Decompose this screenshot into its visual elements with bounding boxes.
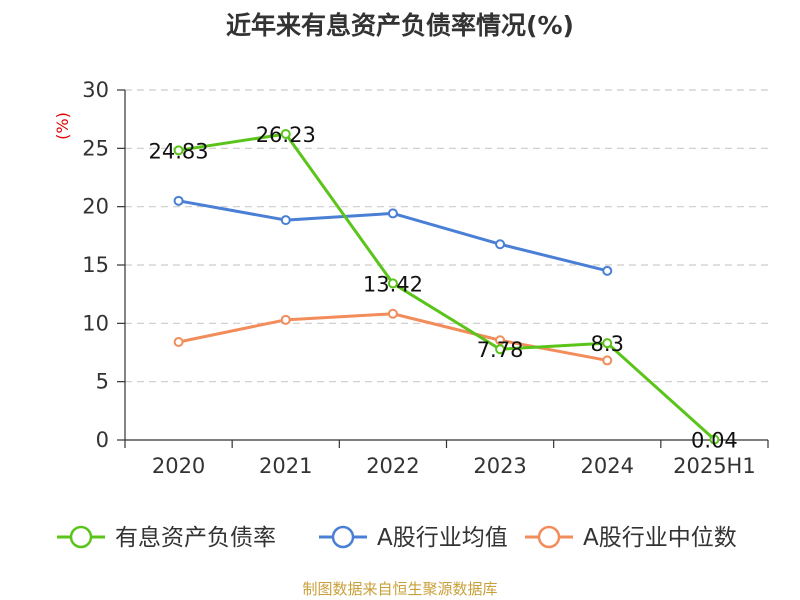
data-point [173, 337, 184, 347]
x-tick-label: 2020 [152, 454, 205, 478]
data-point [602, 355, 613, 366]
data-point [280, 128, 291, 139]
series-line [178, 312, 608, 362]
data-point [387, 278, 398, 289]
source-note: 制图数据来自恒生聚源数据库 [302, 580, 498, 598]
data-label: 26.23 [256, 123, 316, 147]
grid-lines [125, 89, 768, 383]
y-tick-label: 5 [96, 370, 109, 394]
legend-label: A股行业均值 [377, 525, 508, 551]
y-tick-label: 20 [82, 195, 109, 219]
x-tick-label: 2025H1 [673, 454, 756, 478]
x-tick-label: 2024 [581, 454, 634, 478]
y-unit-label: (%) [53, 112, 72, 140]
data-point [173, 195, 184, 206]
x-tick-label: 2022 [366, 454, 419, 478]
data-point [602, 338, 613, 349]
y-tick-labels: 0 5 10 15 20 25 30 [82, 78, 109, 452]
data-point [387, 208, 398, 219]
series-points [173, 128, 720, 445]
y-tick-label: 30 [82, 78, 109, 102]
y-tick-label: 0 [96, 428, 109, 452]
legend-marker [537, 525, 561, 549]
x-tick-label: 2021 [259, 454, 312, 478]
axes [117, 89, 769, 448]
data-point [495, 344, 506, 355]
data-label: 7.78 [477, 338, 524, 362]
legend-label: 有息资产负债率 [115, 525, 276, 551]
legend-marker [69, 525, 93, 549]
data-labels: 24.83 26.23 13.42 7.78 8.3 0.04 [149, 123, 738, 453]
data-point [709, 434, 720, 445]
x-tick-label: 2023 [473, 454, 526, 478]
data-label: 8.3 [591, 332, 624, 356]
data-point [602, 265, 613, 276]
legend-label: A股行业中位数 [583, 525, 737, 551]
data-label: 24.83 [149, 139, 209, 163]
series-lines [178, 132, 716, 441]
y-tick-label: 10 [82, 311, 109, 335]
series-line [178, 132, 716, 441]
data-point [280, 314, 291, 325]
data-point [280, 215, 291, 226]
y-tick-label: 15 [82, 253, 109, 277]
legend: 有息资产负债率 A股行业均值 A股行业中位数 [57, 525, 737, 551]
data-label: 0.04 [691, 429, 738, 453]
y-tick-label: 25 [82, 136, 109, 160]
data-point [387, 308, 398, 319]
chart-title: 近年来有息资产负债率情况(%) [226, 11, 574, 40]
data-point [495, 239, 506, 250]
data-label: 13.42 [363, 272, 423, 296]
x-tick-labels: 2020 2021 2022 2023 2024 2025H1 [152, 454, 756, 478]
legend-marker [331, 525, 355, 549]
data-point [173, 145, 184, 156]
